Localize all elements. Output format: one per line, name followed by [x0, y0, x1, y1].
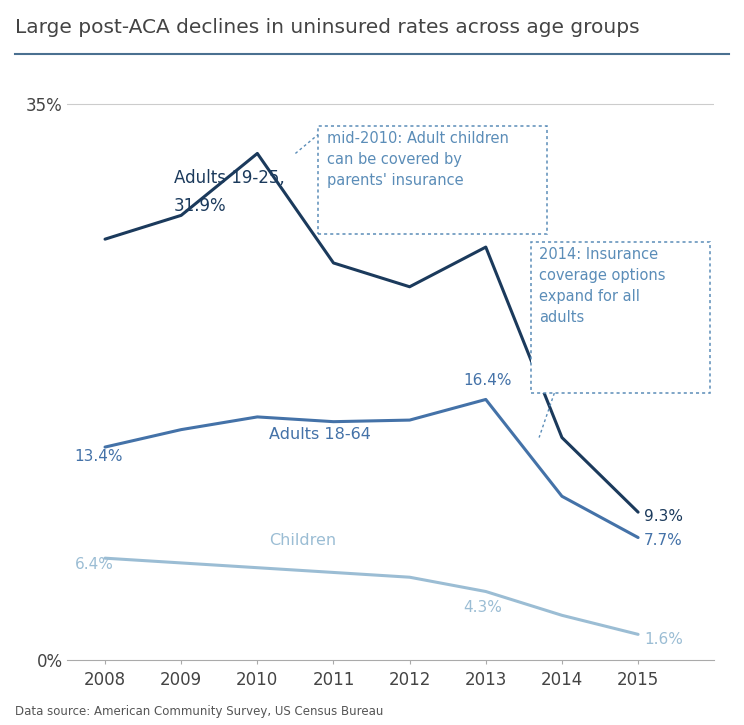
Text: 7.7%: 7.7%: [644, 533, 683, 548]
Text: Data source: American Community Survey, US Census Bureau: Data source: American Community Survey, …: [15, 705, 383, 718]
Text: 16.4%: 16.4%: [463, 373, 511, 388]
Text: 1.6%: 1.6%: [644, 631, 683, 647]
FancyBboxPatch shape: [531, 242, 711, 393]
Text: 31.9%: 31.9%: [173, 197, 226, 215]
Text: Adults 19-25,: Adults 19-25,: [173, 169, 284, 187]
Text: 13.4%: 13.4%: [74, 449, 123, 464]
FancyBboxPatch shape: [318, 126, 547, 234]
Text: mid-2010: Adult children
can be covered by
parents' insurance: mid-2010: Adult children can be covered …: [327, 131, 510, 188]
Text: 9.3%: 9.3%: [644, 510, 683, 524]
Text: 4.3%: 4.3%: [463, 600, 501, 615]
Text: Large post-ACA declines in uninsured rates across age groups: Large post-ACA declines in uninsured rat…: [15, 18, 640, 37]
Text: 6.4%: 6.4%: [74, 557, 113, 572]
Text: Children: Children: [269, 534, 336, 549]
Text: 2014: Insurance
coverage options
expand for all
adults: 2014: Insurance coverage options expand …: [539, 247, 666, 325]
Text: Adults 18-64: Adults 18-64: [269, 427, 371, 442]
